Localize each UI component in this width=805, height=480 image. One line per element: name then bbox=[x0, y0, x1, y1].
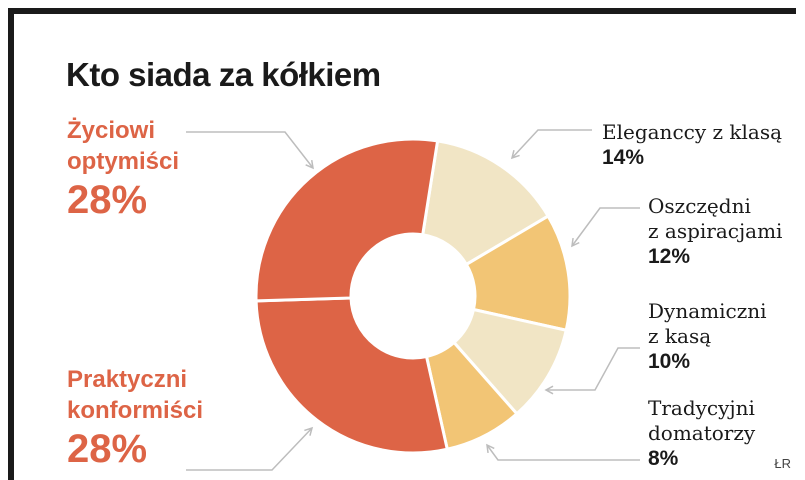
leader-line-dynamiczni bbox=[546, 347, 640, 391]
leader-arrow-oszczedni bbox=[571, 237, 580, 248]
slice-zyciowi bbox=[254, 137, 440, 303]
value-label-oszczedni: 12% bbox=[648, 245, 691, 268]
slice-praktyczni bbox=[254, 296, 450, 455]
frame-top-bar bbox=[8, 8, 796, 14]
label-tradycyjni-line2: domatorzy bbox=[648, 421, 756, 445]
value-label-dynamiczni: 10% bbox=[648, 350, 691, 373]
label-tradycyjni: Tradycyjni domatorzy 8% bbox=[648, 396, 755, 471]
value-label-tradycyjni: 8% bbox=[648, 447, 679, 470]
leader-arrow-eleganccy bbox=[510, 150, 520, 160]
value-label-zyciowi: 28% bbox=[67, 178, 148, 222]
label-eleganccy: Eleganccy z klasą 14% bbox=[602, 120, 782, 170]
leader-arrow-dynamiczni bbox=[544, 385, 554, 395]
leader-arrow-tradycyjni bbox=[486, 443, 495, 454]
leader-line-eleganccy bbox=[511, 129, 592, 159]
credit-text: ŁR bbox=[774, 456, 791, 471]
label-zyciowi-line2: optymiści bbox=[67, 148, 180, 175]
label-eleganccy-line1: Eleganccy z klasą bbox=[602, 120, 783, 144]
label-praktyczni-konformisci: Praktyczni konformiści 28% bbox=[67, 364, 203, 472]
leader-line-tradycyjni bbox=[486, 444, 640, 461]
leader-arrow-praktyczni bbox=[304, 426, 314, 436]
label-dynamiczni: Dynamiczni z kasą 10% bbox=[648, 299, 767, 374]
leader-line-praktyczni bbox=[186, 427, 313, 471]
label-tradycyjni-line1: Tradycyjni bbox=[648, 396, 755, 420]
label-zyciowi-line1: Życiowi bbox=[67, 117, 156, 144]
label-zyciowi-optymisci: Życiowi optymiści 28% bbox=[67, 115, 179, 223]
label-praktyczni-line2: konformiści bbox=[67, 397, 204, 424]
label-praktyczni-line1: Praktyczni bbox=[67, 366, 188, 393]
value-label-praktyczni: 28% bbox=[67, 427, 148, 471]
frame-left-bar bbox=[8, 8, 14, 480]
leader-line-zyciowi bbox=[186, 131, 314, 169]
value-label-eleganccy: 14% bbox=[602, 146, 645, 169]
label-dynamiczni-line1: Dynamiczni bbox=[648, 299, 767, 323]
leader-line-oszczedni bbox=[571, 207, 640, 247]
label-oszczedni-line2: z aspiracjami bbox=[648, 219, 783, 243]
label-oszczedni: Oszczędni z aspiracjami 12% bbox=[648, 194, 782, 269]
leader-arrow-zyciowi bbox=[305, 159, 314, 170]
chart-title: Kto siada za kółkiem bbox=[66, 56, 381, 93]
label-oszczedni-line1: Oszczędni bbox=[648, 194, 751, 218]
label-dynamiczni-line2: z kasą bbox=[648, 324, 712, 348]
